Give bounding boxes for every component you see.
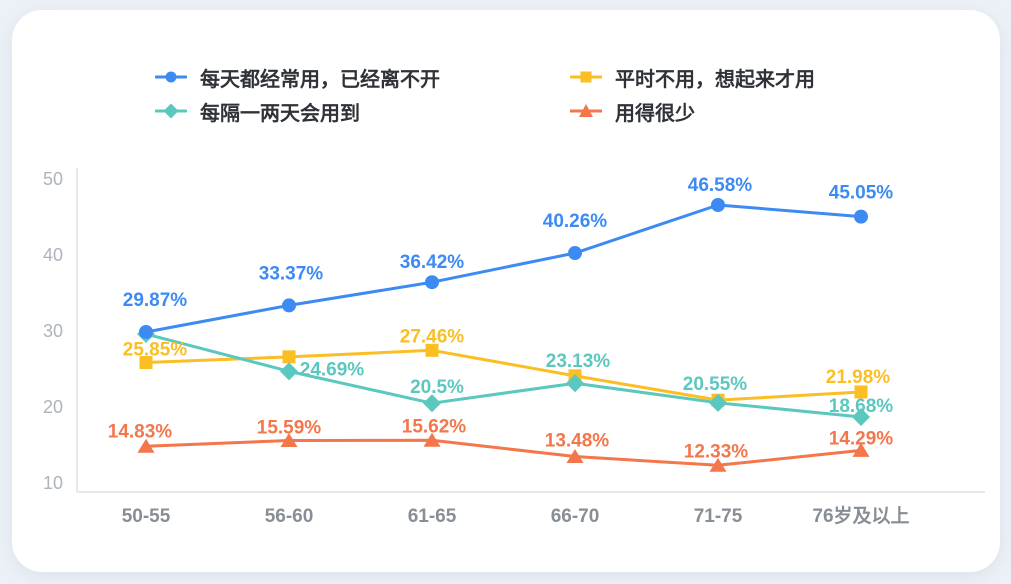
y-tick-label: 30: [43, 321, 63, 341]
data-label-daily-use: 40.26%: [543, 211, 608, 232]
data-label-daily-use: 33.37%: [259, 263, 324, 284]
series-marker-daily-use: [139, 324, 153, 339]
data-label-rarely-use: 14.29%: [829, 428, 894, 449]
data-label-every-1-2-days: 23.13%: [546, 351, 611, 372]
x-tick-label: 71-75: [694, 506, 743, 527]
data-label-daily-use: 45.05%: [829, 183, 894, 204]
x-tick-label: 50-55: [122, 506, 171, 527]
series-marker-daily-use: [854, 209, 868, 224]
triangle-legend-marker-icon: [570, 104, 602, 117]
chart-legend: 每天都经常用，已经离不开 平时不用，想起来才用每隔一两天会用到 用得很少: [155, 60, 815, 128]
series-line-daily-use: [144, 203, 863, 334]
legend-item-rarely-use[interactable]: 用得很少: [570, 97, 815, 126]
data-label-every-1-2-days: 20.55%: [683, 374, 748, 395]
series-line-every-1-2-days: [144, 332, 863, 419]
x-tick-label: 76岁及以上: [812, 504, 909, 527]
series-marker-rarely-use: [709, 457, 727, 472]
y-tick-label: 40: [43, 245, 63, 265]
series-marker-rarely-use: [852, 442, 870, 457]
series-marker-every-1-2-days: [423, 394, 441, 413]
y-tick-label: 50: [43, 169, 63, 189]
data-label-rarely-use: 15.59%: [257, 418, 322, 439]
series-marker-every-1-2-days: [852, 408, 870, 427]
data-label-rarely-use: 15.62%: [402, 416, 467, 437]
data-label-every-1-2-days: 20.5%: [410, 377, 464, 398]
data-label-daily-use: 29.87%: [123, 290, 188, 311]
series-line-seldom-think-of: [144, 348, 863, 402]
legend-label: 每隔一两天会用到: [200, 102, 360, 125]
data-label-rarely-use: 14.83%: [108, 421, 173, 442]
series-marker-daily-use: [425, 275, 439, 290]
series-marker-daily-use: [282, 298, 296, 313]
series-marker-rarely-use: [137, 438, 155, 453]
series-marker-rarely-use: [566, 449, 584, 464]
chart-card: [12, 10, 1000, 572]
series-marker-rarely-use: [423, 432, 441, 447]
series-marker-rarely-use: [280, 433, 298, 448]
data-label-seldom-think-of: 25.85%: [123, 340, 188, 361]
x-tick-label: 61-65: [408, 506, 457, 527]
data-label-seldom-think-of: 21.98%: [826, 367, 891, 388]
series-marker-every-1-2-days: [709, 393, 727, 412]
series-marker-seldom-think-of: [139, 356, 153, 370]
data-label-rarely-use: 12.33%: [684, 441, 749, 462]
data-label-daily-use: 46.58%: [688, 175, 753, 196]
y-tick-label: 10: [43, 473, 63, 493]
data-label-daily-use: 36.42%: [400, 252, 465, 273]
diamond-legend-marker-icon: [155, 103, 187, 119]
data-label-rarely-use: 13.48%: [545, 431, 610, 452]
series-marker-daily-use: [711, 197, 725, 212]
data-label-seldom-think-of: 27.46%: [400, 326, 465, 347]
series-marker-seldom-think-of: [425, 343, 439, 357]
x-tick-label: 56-60: [265, 506, 314, 527]
series-marker-daily-use: [568, 246, 582, 261]
series-line-rarely-use: [144, 438, 863, 467]
legend-item-every-1-2-days[interactable]: 每隔一两天会用到: [155, 97, 570, 126]
legend-label: 平时不用，想起来才用: [615, 68, 815, 91]
series-marker-every-1-2-days: [566, 374, 584, 393]
circle-legend-marker-icon: [155, 71, 187, 83]
series-marker-seldom-think-of: [854, 385, 868, 399]
square-legend-marker-icon: [570, 71, 602, 83]
data-label-every-1-2-days: 24.69%: [300, 359, 365, 380]
legend-item-daily-use[interactable]: 每天都经常用，已经离不开: [155, 63, 570, 92]
data-label-every-1-2-days: 18.68%: [829, 396, 894, 417]
y-tick-label: 20: [43, 397, 63, 417]
legend-item-seldom-think-of[interactable]: 平时不用，想起来才用: [570, 63, 815, 92]
series-marker-every-1-2-days: [280, 362, 298, 381]
legend-label: 每天都经常用，已经离不开: [200, 68, 440, 91]
legend-label: 用得很少: [615, 102, 695, 125]
series-marker-seldom-think-of: [282, 350, 296, 364]
x-tick-label: 66-70: [551, 506, 600, 527]
